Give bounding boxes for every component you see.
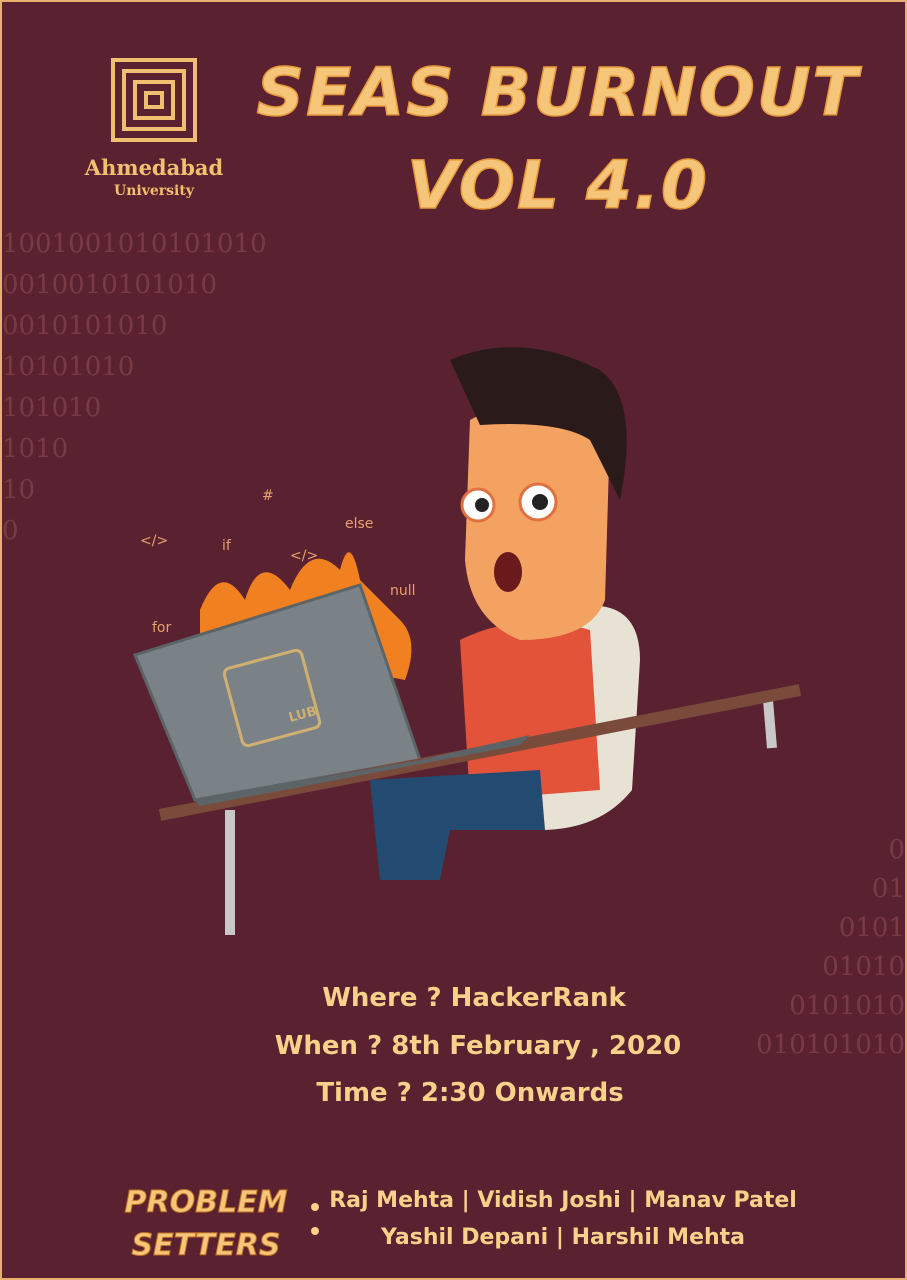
binary-text: 1001001010101010 <box>2 229 267 259</box>
detail-line: Where ? HackerRank <box>322 983 626 1013</box>
logo-subtitle: University <box>114 183 195 199</box>
binary-text: 01 <box>872 874 905 904</box>
pupil <box>532 494 548 510</box>
setters-label: SETTERS <box>132 1228 281 1263</box>
setter-names: Yashil Depani | Harshil Mehta <box>380 1225 745 1250</box>
pupil <box>475 498 489 512</box>
detail-line: When ? 8th February , 2020 <box>275 1031 682 1061</box>
bullet <box>311 1203 319 1211</box>
hair <box>450 347 627 500</box>
binary-text: 0101010 <box>789 991 905 1021</box>
code-symbol: </> <box>290 548 318 564</box>
binary-text: 01010 <box>822 952 905 982</box>
pants <box>370 770 545 880</box>
detail-line: Time ? 2:30 Onwards <box>316 1078 623 1108</box>
binary-text: 10101010 <box>2 352 134 382</box>
logo-square <box>111 58 197 142</box>
code-symbol: null <box>390 583 416 599</box>
logo-square <box>144 91 164 109</box>
binary-text: 0010101010 <box>2 311 167 341</box>
code-symbol: </> <box>140 533 168 549</box>
code-symbol: if <box>222 538 232 554</box>
logo-square <box>122 69 186 131</box>
binary-text: 010101010 <box>756 1030 905 1060</box>
code-symbols: </> # if </> else null for <box>140 488 416 636</box>
binary-text: 0 <box>2 516 19 546</box>
laptop-logo-text: LUB <box>287 704 318 726</box>
binary-text: 1010 <box>2 434 68 464</box>
setters-label: PROBLEM <box>125 1185 288 1220</box>
code-symbol: else <box>345 516 373 532</box>
binary-text: 101010 <box>2 393 101 423</box>
logo-square <box>133 80 175 120</box>
binary-text: 0010010101010 <box>2 270 217 300</box>
illustration: LUB <box>132 347 802 935</box>
code-symbol: for <box>152 620 171 636</box>
binary-text: 0101 <box>839 913 905 943</box>
laptop-logo-frame <box>222 648 322 748</box>
setter-names: Raj Mehta | Vidish Joshi | Manav Patel <box>329 1188 797 1213</box>
title-line: SEAS BURNOUT <box>257 54 863 131</box>
table-leg <box>763 699 777 749</box>
laptop-base <box>195 735 530 806</box>
title-line: VOL 4.0 <box>407 147 709 224</box>
binary-text: 10 <box>2 475 35 505</box>
logo <box>111 58 197 142</box>
logo-name: Ahmedabad <box>84 155 224 180</box>
code-symbol: # <box>262 488 274 504</box>
bullet <box>311 1227 319 1235</box>
binary-text: 0 <box>888 835 905 865</box>
binary-left: 1001001010101010 0010010101010 0010101010 1… <box>2 229 267 546</box>
mouth <box>494 552 522 592</box>
